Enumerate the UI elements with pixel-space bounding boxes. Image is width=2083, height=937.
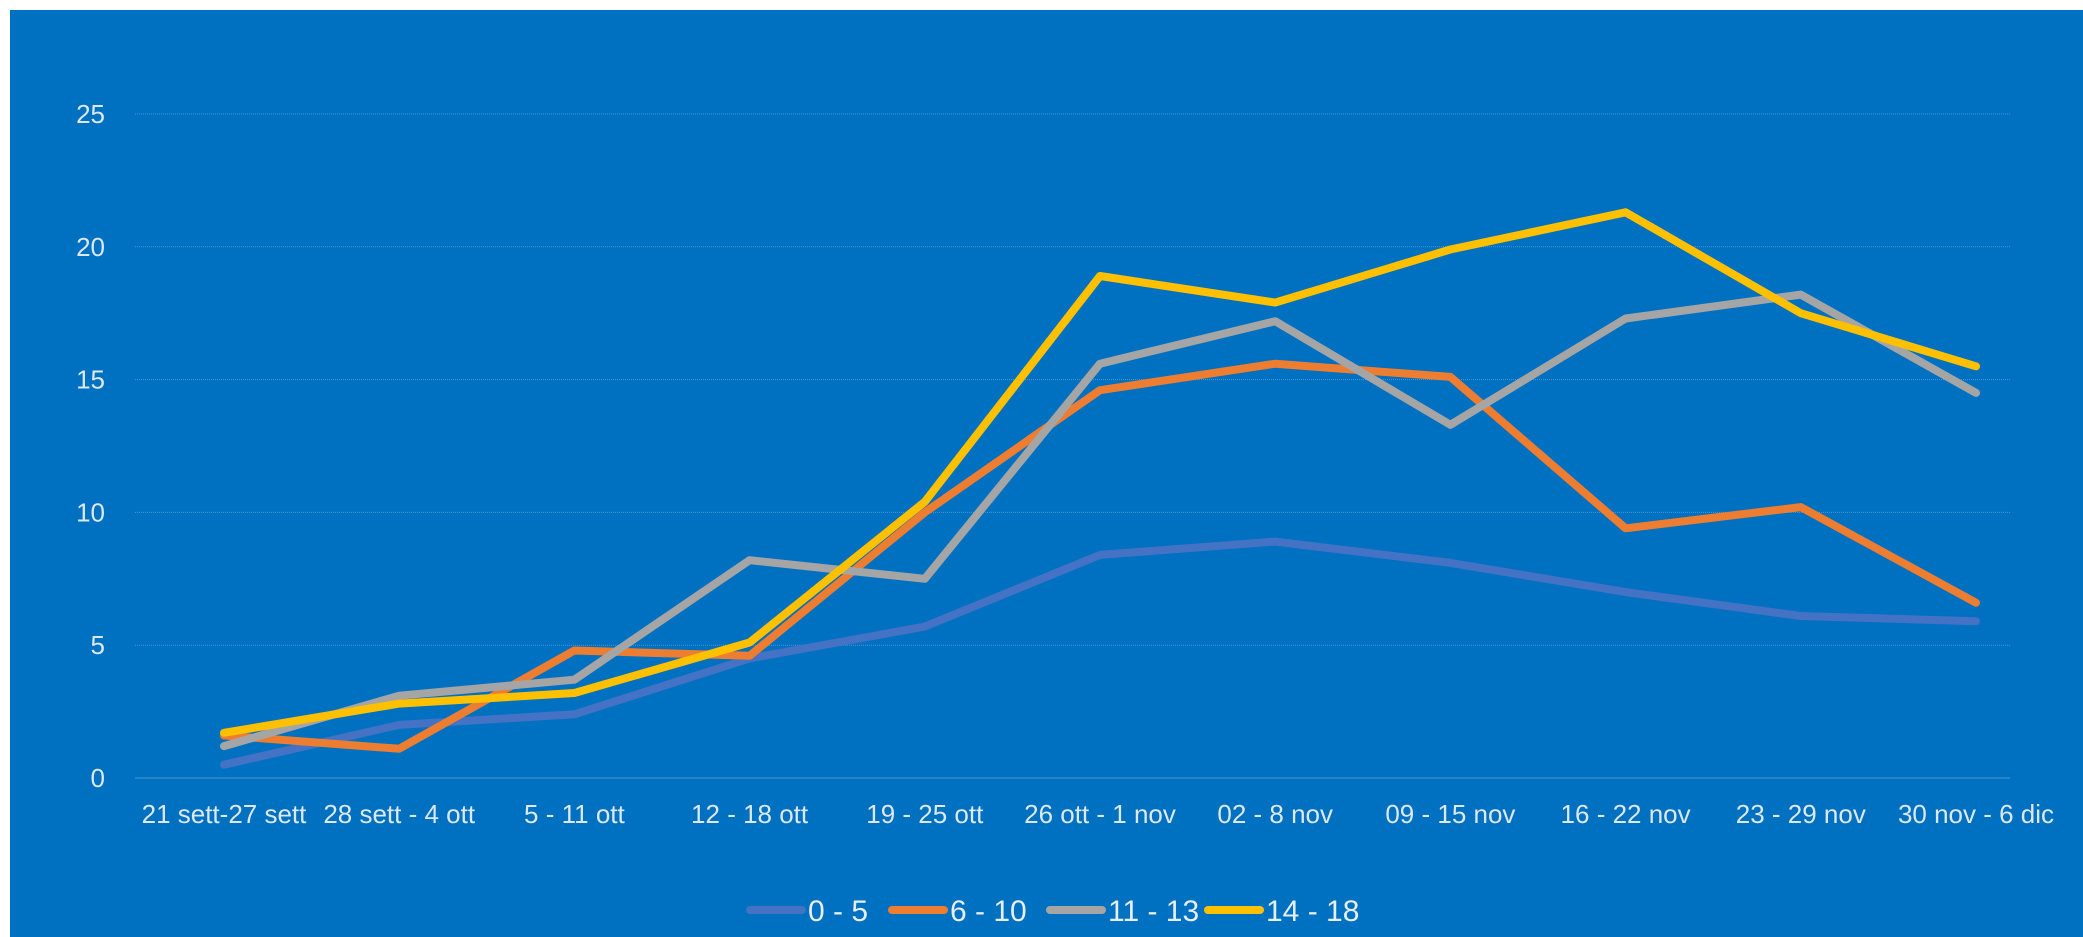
data-point	[1447, 373, 1454, 380]
y-tick-label: 25	[76, 99, 105, 129]
data-point	[221, 729, 227, 736]
y-tick-label: 20	[76, 232, 105, 262]
data-point	[221, 743, 227, 750]
x-tick-label: 21 sett-27 sett	[142, 799, 308, 829]
gridlines	[135, 113, 2010, 779]
data-point	[1973, 389, 1979, 396]
y-tick-label: 15	[76, 365, 105, 395]
data-point	[1622, 589, 1629, 596]
data-point	[1797, 291, 1804, 298]
data-point	[746, 639, 753, 646]
legend-label: 0 - 5	[808, 895, 868, 928]
data-point	[571, 676, 578, 683]
data-point	[921, 575, 928, 582]
series-line	[220, 537, 1980, 769]
legend-label: 11 - 13	[1108, 895, 1199, 928]
series-lines	[220, 208, 1980, 769]
y-axis-ticks: 0 5 10 15 20 25	[76, 99, 105, 793]
y-tick-label: 10	[76, 497, 105, 527]
data-point	[571, 690, 578, 697]
legend-label: 6 - 10	[950, 895, 1027, 928]
data-point	[921, 498, 928, 505]
chart-area: 0 5 10 15 20 25 21 sett-27 sett 28 sett - 4 ot…	[10, 10, 2083, 937]
data-point	[1097, 273, 1103, 280]
data-point	[1797, 612, 1804, 619]
data-point	[921, 623, 928, 630]
legend-label: 14 - 18	[1266, 895, 1359, 928]
data-point	[1973, 363, 1979, 370]
x-axis-ticks: 21 sett-27 sett 28 sett - 4 ott 5 - 11 ott…	[142, 799, 2054, 829]
data-point	[1272, 318, 1279, 325]
data-point	[1447, 421, 1454, 428]
x-tick-label: 30 nov - 6 dic	[1898, 799, 2054, 829]
data-point	[1622, 315, 1629, 322]
series-line	[220, 208, 1980, 737]
y-tick-label: 0	[91, 763, 105, 793]
data-point	[1622, 209, 1629, 216]
data-point	[1447, 246, 1454, 253]
data-point	[1797, 504, 1804, 511]
data-point	[571, 711, 578, 718]
x-tick-label: 26 ott - 1 nov	[1024, 799, 1176, 829]
data-point	[1272, 538, 1279, 545]
data-point	[1447, 559, 1454, 566]
data-point	[1097, 551, 1103, 558]
line-chart: 0 5 10 15 20 25 21 sett-27 sett 28 sett - 4 ot…	[76, 99, 2054, 928]
data-point	[746, 652, 753, 659]
data-point	[1797, 310, 1804, 317]
x-tick-label: 16 - 22 nov	[1561, 799, 1691, 829]
x-tick-label: 19 - 25 ott	[866, 799, 984, 829]
x-tick-label: 28 sett - 4 ott	[323, 799, 476, 829]
x-tick-label: 09 - 15 nov	[1385, 799, 1515, 829]
data-point	[1272, 360, 1279, 367]
data-point	[396, 745, 403, 752]
data-point	[921, 509, 928, 516]
data-point	[1272, 299, 1279, 306]
x-tick-label: 02 - 8 nov	[1217, 799, 1333, 829]
data-point	[396, 692, 403, 699]
data-point	[1973, 618, 1979, 625]
data-point	[396, 700, 403, 707]
data-point	[396, 721, 403, 728]
data-point	[1973, 599, 1979, 606]
data-point	[1097, 387, 1103, 394]
data-point	[571, 647, 578, 654]
data-point	[1622, 525, 1629, 532]
data-point	[1097, 360, 1103, 367]
legend: 0 - 5 6 - 10 11 - 13 14 - 18	[746, 895, 1359, 928]
y-tick-label: 5	[91, 630, 105, 660]
data-point	[746, 557, 753, 564]
x-tick-label: 12 - 18 ott	[691, 799, 809, 829]
x-tick-label: 5 - 11 ott	[524, 799, 625, 829]
data-point	[221, 761, 227, 768]
x-tick-label: 23 - 29 nov	[1736, 799, 1866, 829]
